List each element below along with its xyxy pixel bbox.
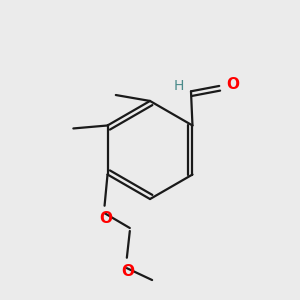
Text: H: H	[174, 79, 184, 93]
Text: O: O	[226, 77, 239, 92]
Text: O: O	[99, 211, 112, 226]
Text: O: O	[122, 264, 134, 279]
